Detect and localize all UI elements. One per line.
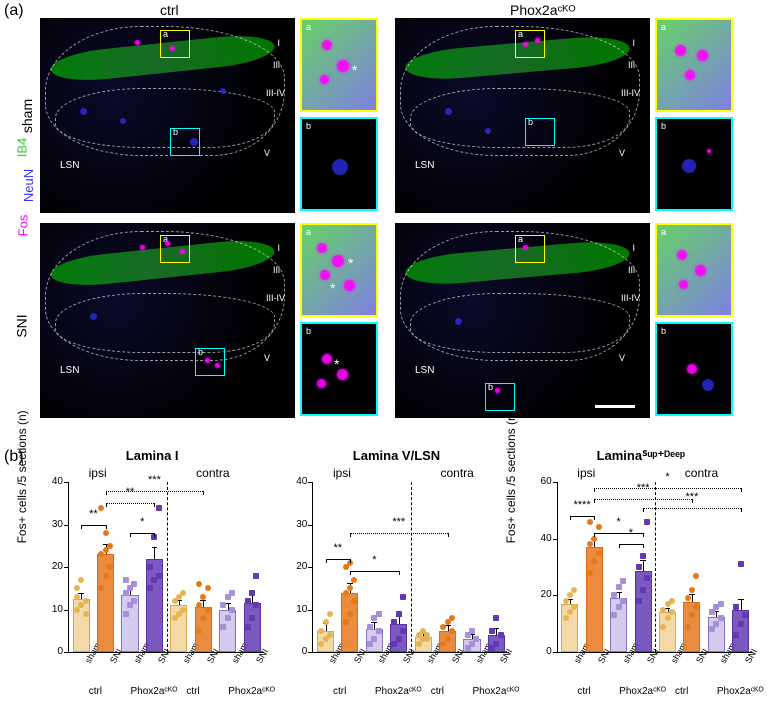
x-group-label: Phox2aᶜᴷᴼ (131, 686, 158, 697)
inset-ko-sham-a: a (655, 18, 733, 112)
x-group-label: ctrl (424, 686, 451, 697)
chart-title: Laminaᔆᵘᵖ⁺ᴰᵉᵉᵖ (519, 448, 763, 464)
col-ctrl: ctrl (160, 2, 179, 18)
panel-a-label: (a) (4, 2, 24, 20)
charts-panel: Lamina IFos+ cells /5 sections (n)ipsico… (30, 450, 763, 715)
chart-lamina-sup-deep: Laminaᔆᵘᵖ⁺ᴰᵉᵉᵖFos+ cells /5 sections (n)… (519, 450, 763, 715)
microscopy-panel: ctrl Phox2aᶜᴷᴼ sham SNI Fos / NeuN / IB4… (40, 18, 763, 438)
chart-lamina-i: Lamina IFos+ cells /5 sections (n)ipsico… (30, 450, 274, 715)
region-contra: contra (196, 466, 229, 480)
inset-ctrl-sni-a: a * * (300, 223, 378, 317)
region-ipsi: ipsi (577, 466, 595, 480)
inset-ko-sni-a: a (655, 223, 733, 317)
col-ko: Phox2aᶜᴷᴼ (510, 2, 576, 18)
micro-ctrl-sni: LSN I IIi III-IV V a b (40, 223, 295, 418)
x-group-label: ctrl (82, 686, 109, 697)
chart-lamina-v: Lamina V/LSN ipsi contra 010203040shamSNIsh… (274, 450, 518, 715)
stain-fos: Fos (15, 215, 30, 237)
plot-area: 010203040shamSNIshamSNIshamSNIshamSNIctr… (312, 482, 508, 653)
x-group-label: Phox2aᶜᴷᴼ (619, 686, 646, 697)
x-group-label: ctrl (570, 686, 597, 697)
plot-area: 0204060shamSNIshamSNIshamSNIshamSNIctrlP… (557, 482, 753, 653)
inset-ko-sni-b: b (655, 322, 733, 416)
stain-neun: NeuN (21, 169, 36, 202)
inset-ctrl-sni-b: b * (300, 322, 378, 416)
region-ipsi: ipsi (89, 466, 107, 480)
x-group-label: ctrl (326, 686, 353, 697)
figure: (a) ctrl Phox2aᶜᴷᴼ sham SNI Fos / NeuN /… (0, 0, 773, 725)
micro-ko-sham: LSN I IIi III-IV V a b (395, 18, 650, 213)
y-axis-label: Fos+ cells /5 sections (n) (504, 410, 518, 543)
x-group-label: Phox2aᶜᴷᴼ (473, 686, 500, 697)
row-sham: sham (19, 99, 35, 133)
inset-ctrl-sham-a: a * (300, 18, 378, 112)
micro-ctrl-sham: LSN I IIi III-IV V a b (40, 18, 295, 213)
x-group-label: ctrl (668, 686, 695, 697)
row-sni: SNI (14, 314, 30, 337)
y-axis-label: Fos+ cells /5 sections (n) (15, 410, 29, 543)
region-contra: contra (685, 466, 718, 480)
stain-ib4: IB4 (14, 138, 29, 158)
x-group-label: ctrl (179, 686, 206, 697)
region-ipsi: ipsi (333, 466, 351, 480)
inset-ctrl-sham-b: b (300, 117, 378, 211)
chart-title: Lamina V/LSN (274, 448, 518, 463)
region-contra: contra (440, 466, 473, 480)
x-group-label: Phox2aᶜᴷᴼ (375, 686, 402, 697)
x-group-label: Phox2aᶜᴷᴼ (228, 686, 255, 697)
x-group-label: Phox2aᶜᴷᴼ (717, 686, 744, 697)
chart-title: Lamina I (30, 448, 274, 463)
micro-ko-sni: LSN I IIi III-IV V a b (395, 223, 650, 418)
inset-ko-sham-b: b (655, 117, 733, 211)
bar (635, 571, 652, 652)
plot-area: 010203040shamSNIshamSNIshamSNIshamSNIctr… (68, 482, 264, 653)
